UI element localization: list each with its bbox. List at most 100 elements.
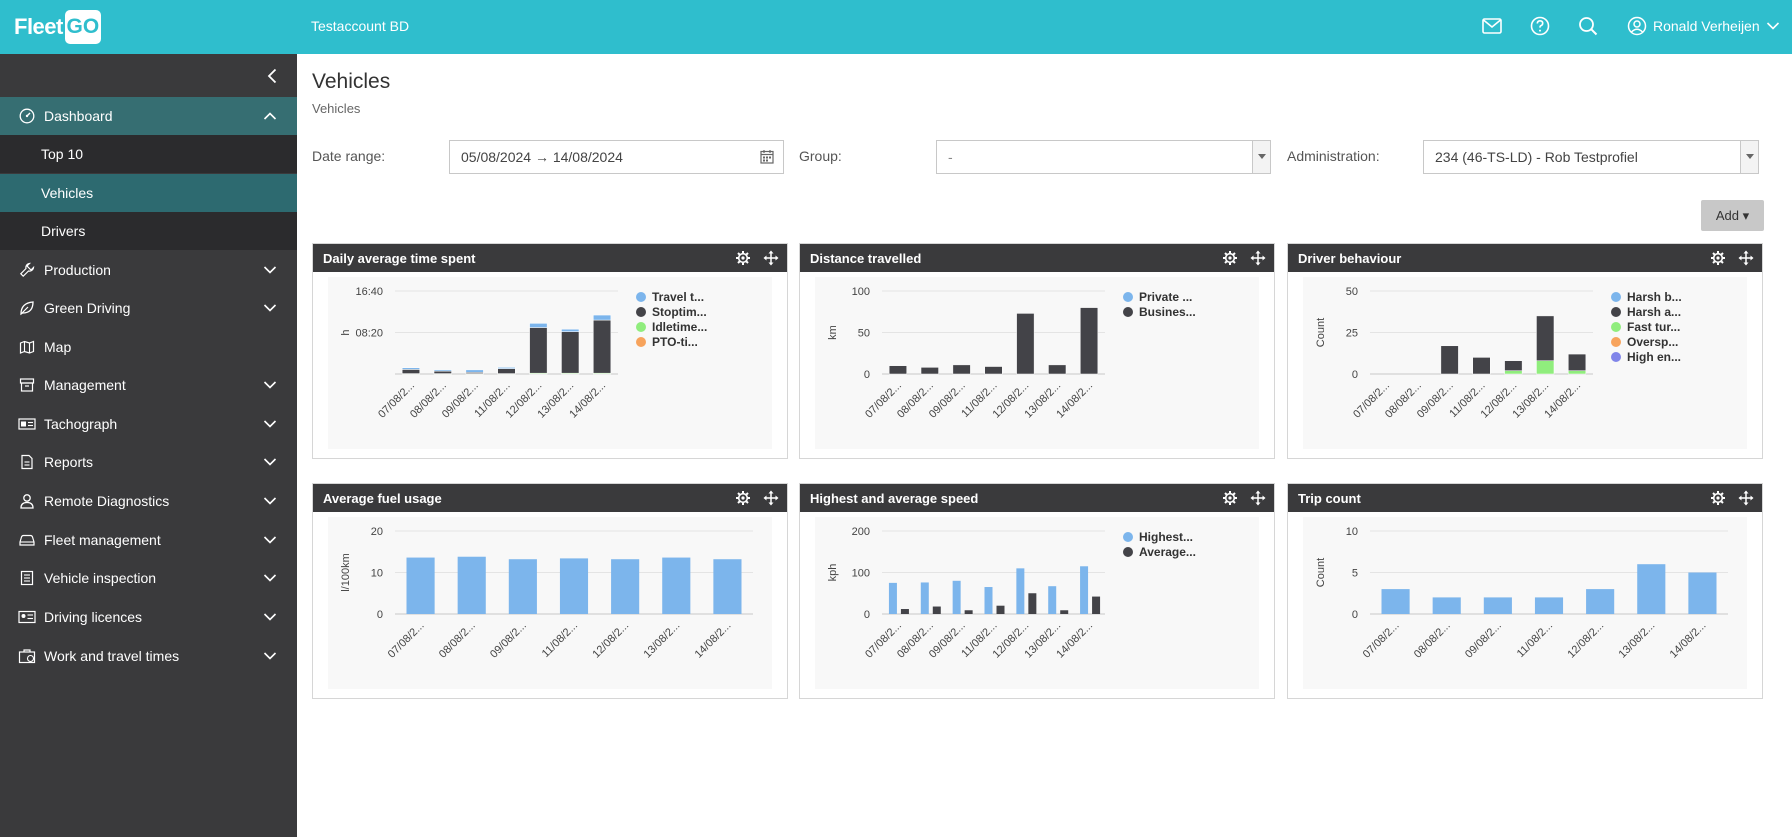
bar <box>952 580 961 614</box>
y-tick-label: 0 <box>864 369 870 381</box>
bar <box>1048 586 1057 614</box>
widget-header[interactable]: Driver behaviour <box>1288 244 1762 272</box>
bar-segment <box>952 364 971 375</box>
move-icon[interactable] <box>1738 490 1754 506</box>
sidebar-item-green-driving[interactable]: Green Driving <box>0 289 297 327</box>
y-tick-label: 100 <box>852 286 870 298</box>
sidebar-subitem-top-10[interactable]: Top 10 <box>0 135 297 173</box>
x-tick-label: 12/08/2... <box>1565 620 1606 661</box>
help-icon[interactable] <box>1528 14 1552 38</box>
y-tick-label: 25 <box>1346 328 1358 340</box>
bar-segment <box>1472 357 1491 375</box>
move-icon[interactable] <box>1250 250 1266 266</box>
checklist-icon <box>18 569 36 587</box>
legend-marker <box>1611 322 1621 332</box>
bar <box>920 582 929 614</box>
widget-header[interactable]: Trip count <box>1288 484 1762 512</box>
person-icon <box>18 492 36 510</box>
move-icon[interactable] <box>763 250 779 266</box>
x-tick-label: 14/08/2... <box>1668 620 1709 661</box>
bar <box>984 587 993 614</box>
administration-label: Administration: <box>1287 148 1380 164</box>
x-tick-label: 07/08/2... <box>1361 620 1402 661</box>
add-widget-button[interactable]: Add ▾ <box>1701 200 1764 231</box>
sidebar-item-work-and-travel-times[interactable]: Work and travel times <box>0 637 297 675</box>
gear-icon[interactable] <box>1222 250 1238 266</box>
group-select[interactable]: - <box>936 140 1271 174</box>
breadcrumb[interactable]: Vehicles <box>312 101 361 116</box>
legend-marker <box>636 292 646 302</box>
widget-trip-count: Trip count 10 5 0 Count 07/08/2... 08/08/2...… <box>1287 483 1763 699</box>
bar <box>1028 593 1037 614</box>
chart-area: 100 50 0 km 07/08/2... 08/08/2... 09/08/2... 11… <box>815 277 1259 449</box>
sidebar-item-fleet-management[interactable]: Fleet management <box>0 521 297 559</box>
gear-icon[interactable] <box>1710 490 1726 506</box>
bar <box>713 559 742 614</box>
sidebar-subitem-drivers[interactable]: Drivers <box>0 212 297 250</box>
y-tick-label: 5 <box>1352 568 1358 580</box>
sidebar-item-label: Production <box>44 262 111 278</box>
fleetgo-logo[interactable]: Fleet GO <box>14 10 101 44</box>
widget-header[interactable]: Highest and average speed <box>800 484 1274 512</box>
account-name[interactable]: Testaccount BD <box>311 18 410 34</box>
sidebar-item-remote-diagnostics[interactable]: Remote Diagnostics <box>0 482 297 520</box>
sidebar-item-vehicle-inspection[interactable]: Vehicle inspection <box>0 559 297 597</box>
chart-svg: 2001000kph07/08/2...08/08/2...09/08/2...… <box>827 526 1196 661</box>
legend-marker <box>636 307 646 317</box>
bar <box>996 605 1005 614</box>
chevron-down-icon <box>262 532 278 548</box>
legend-label: Idletime... <box>652 320 707 334</box>
legend-marker <box>1123 532 1133 542</box>
sidebar-subitem-label: Vehicles <box>41 185 94 201</box>
sidebar-item-tachograph[interactable]: Tachograph <box>0 405 297 443</box>
gauge-icon <box>18 107 36 125</box>
x-tick-label: 11/08/2... <box>540 620 580 660</box>
widget-header[interactable]: Average fuel usage <box>313 484 787 512</box>
gear-icon[interactable] <box>735 490 751 506</box>
administration-value: 234 (46-TS-LD) - Rob Testprofiel <box>1435 149 1638 165</box>
chart-area: 50 25 0 Count 07/08/2... 08/08/2... 09/08/2...… <box>1303 277 1747 449</box>
collapse-sidebar-icon[interactable] <box>262 64 282 88</box>
y-axis-label: Count <box>1315 558 1327 587</box>
widget-header[interactable]: Distance travelled <box>800 244 1274 272</box>
bar <box>662 557 691 614</box>
sidebar-item-label: Map <box>44 339 72 355</box>
move-icon[interactable] <box>1250 490 1266 506</box>
move-icon[interactable] <box>763 490 779 506</box>
gear-icon[interactable] <box>1222 490 1238 506</box>
sidebar-subitem-vehicles[interactable]: Vehicles <box>0 174 297 212</box>
bar <box>406 557 435 614</box>
sidebar-item-dashboard[interactable]: Dashboard <box>0 97 297 135</box>
dropdown-arrow-icon[interactable] <box>1252 141 1270 173</box>
sidebar-item-production[interactable]: Production <box>0 251 297 289</box>
calendar-icon[interactable] <box>760 149 774 167</box>
bar-segment <box>1568 353 1587 371</box>
user-menu[interactable]: Ronald Verheijen <box>1627 14 1780 38</box>
dropdown-arrow-icon[interactable] <box>1740 141 1758 173</box>
archive-icon <box>18 376 36 394</box>
widget-daily-average-time-spent: Daily average time spent 16:40 08:20 h 07/0… <box>312 243 788 459</box>
widget-header[interactable]: Daily average time spent <box>313 244 787 272</box>
sidebar-item-reports[interactable]: Reports <box>0 443 297 481</box>
sidebar-item-map[interactable]: Map <box>0 328 297 366</box>
sidebar-item-driving-licences[interactable]: Driving licences <box>0 598 297 636</box>
chart-svg: 100500km07/08/2...08/08/2...09/08/2...11… <box>827 286 1196 421</box>
chart-area: 20 10 0 l/100km 07/08/2... 08/08/2... 09/08/2.… <box>328 517 772 689</box>
chart-area: 200 100 0 kph 07/08/2... 08/08/2... 09/08/2...… <box>815 517 1259 689</box>
sidebar-item-management[interactable]: Management <box>0 366 297 404</box>
mail-icon[interactable] <box>1480 14 1504 38</box>
gear-icon[interactable] <box>735 250 751 266</box>
move-icon[interactable] <box>1738 250 1754 266</box>
bar-segment <box>433 369 452 372</box>
bar-segment <box>433 370 452 374</box>
chart-svg: 20 10 0 l/100km 07/08/2... 08/08/2... 09/08/2.… <box>340 526 753 661</box>
bar-segment <box>497 368 516 374</box>
gear-icon[interactable] <box>1710 250 1726 266</box>
x-tick-label: 12/08/2... <box>590 620 631 661</box>
chevron-down-icon <box>262 648 278 664</box>
y-tick-label: 0 <box>1352 609 1358 621</box>
search-icon[interactable] <box>1576 14 1600 38</box>
bar-segment <box>561 331 580 374</box>
administration-select[interactable]: 234 (46-TS-LD) - Rob Testprofiel <box>1423 140 1759 174</box>
date-range-input[interactable]: 05/08/2024 → 14/08/2024 <box>449 140 784 174</box>
